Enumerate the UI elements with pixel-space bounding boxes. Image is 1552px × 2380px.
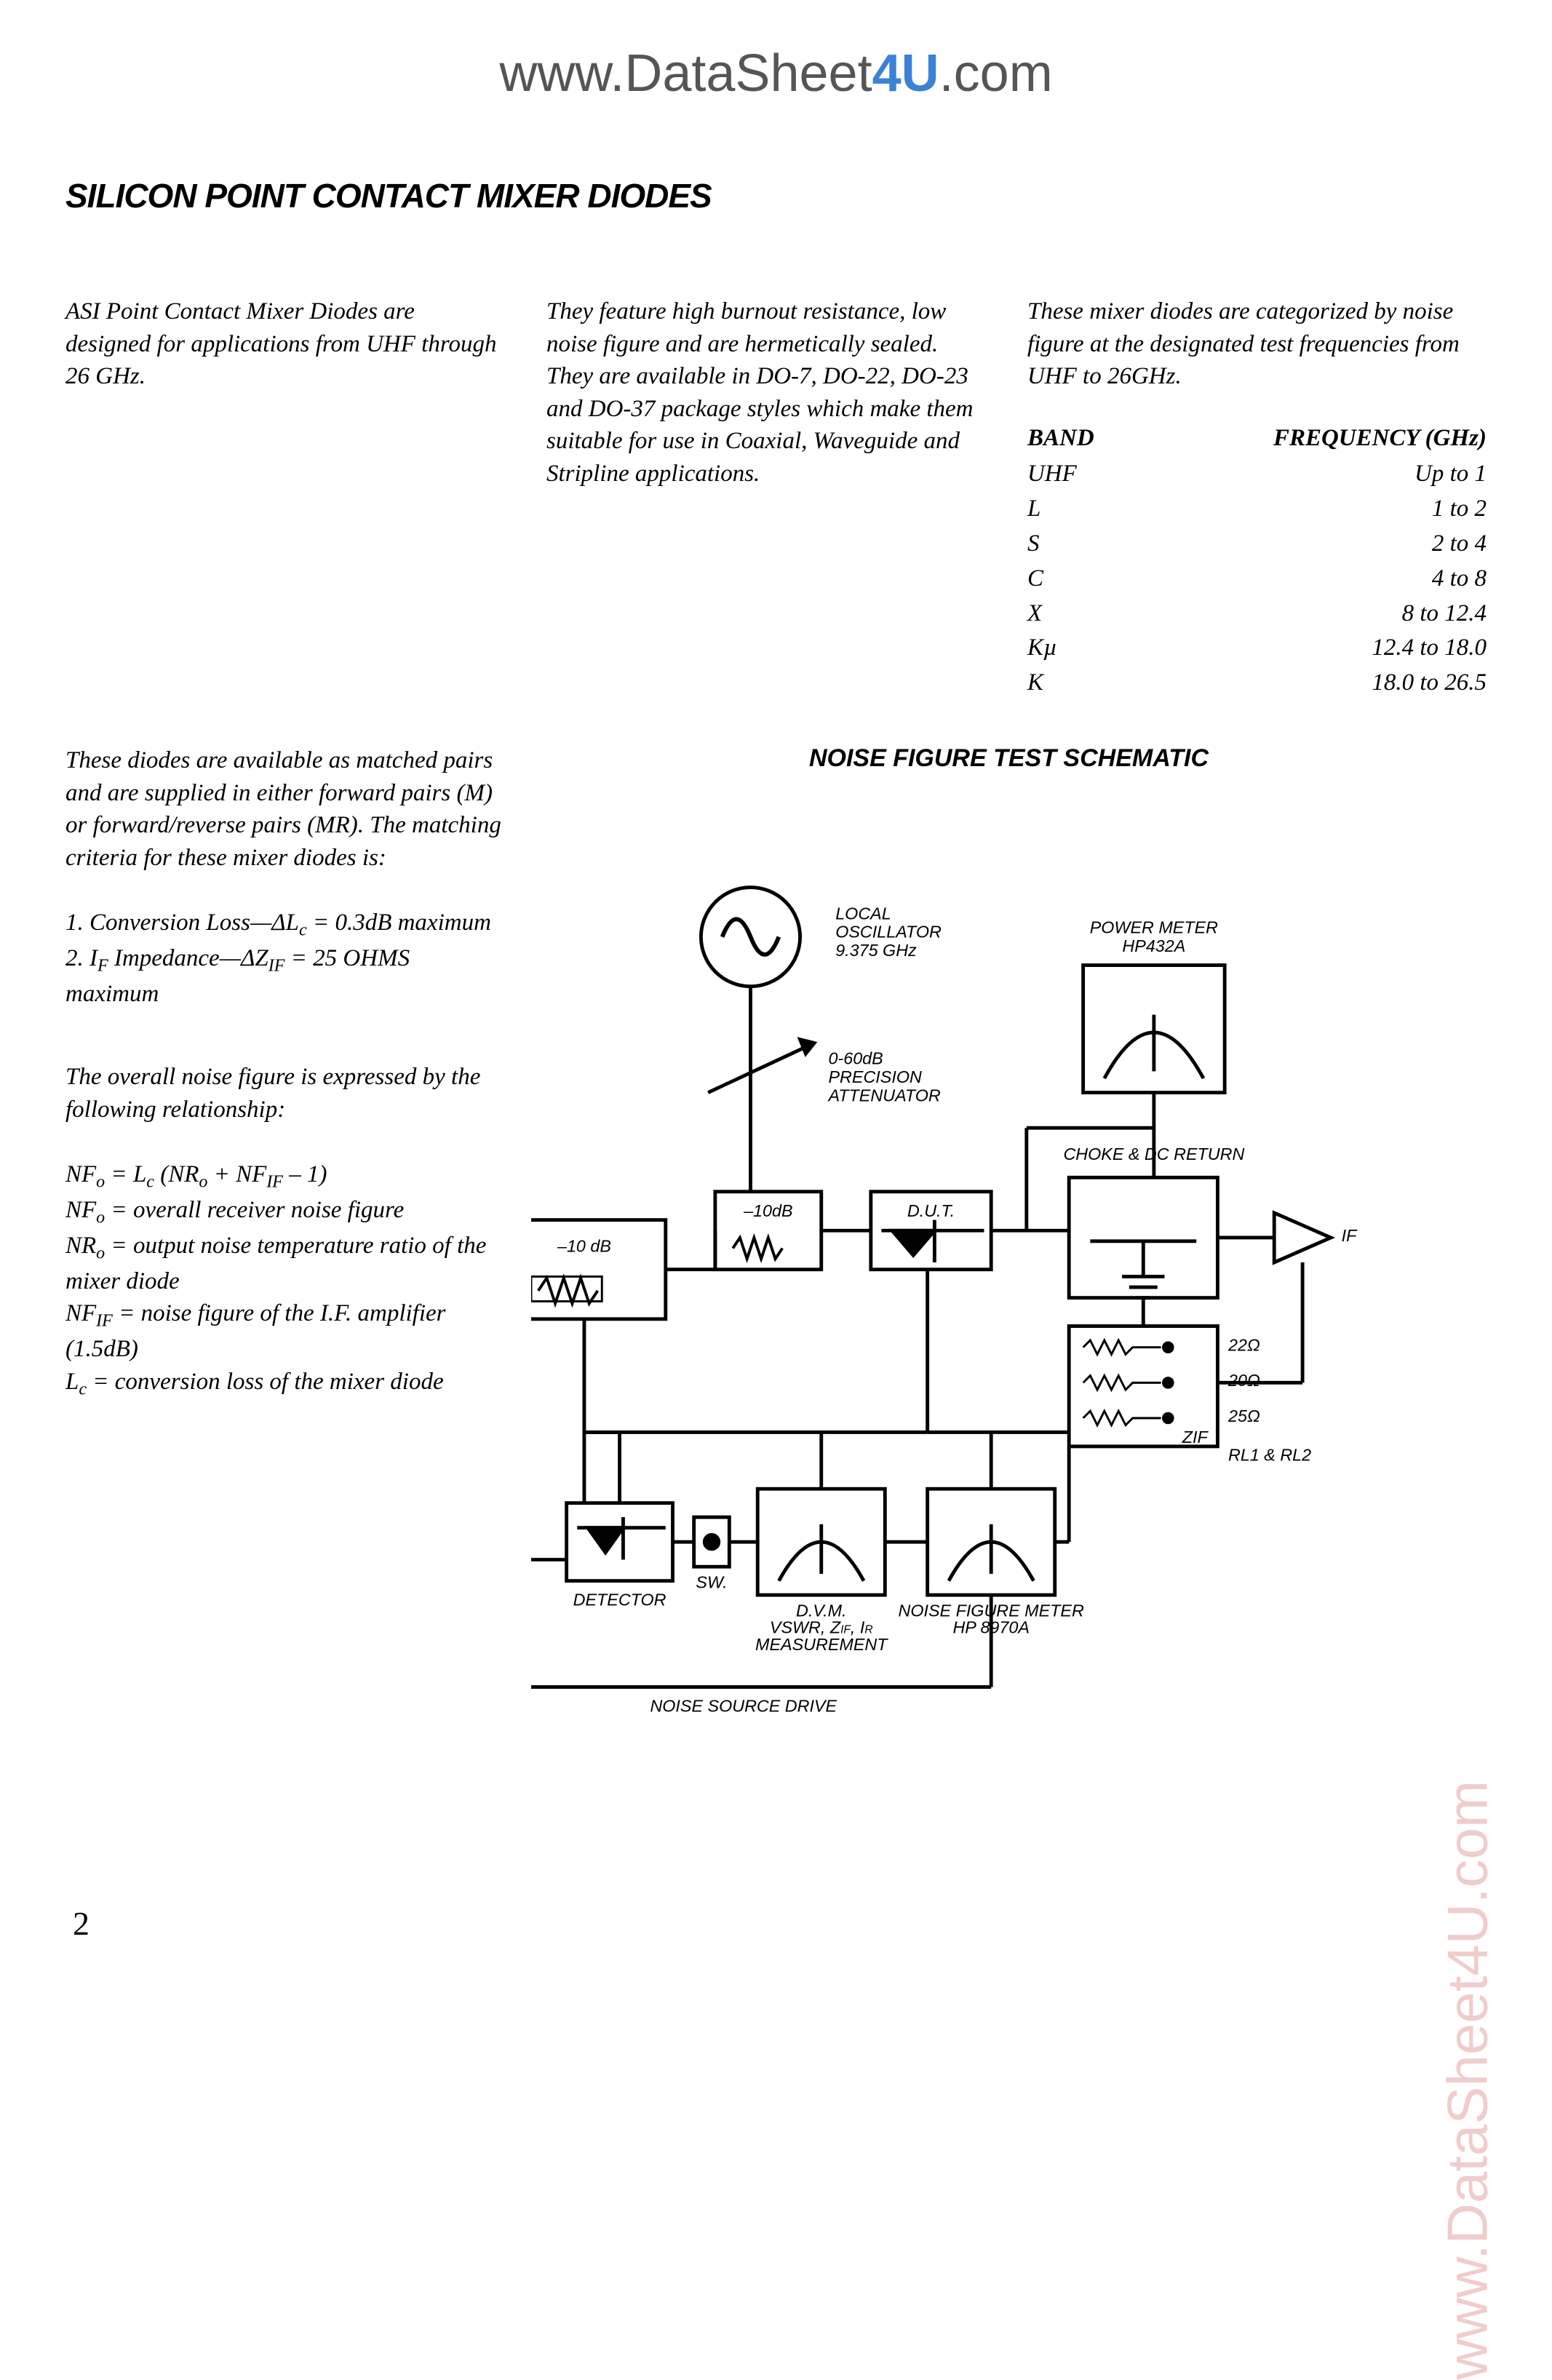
label-attenuator: 0-60dBPRECISIONATTENUATOR — [827, 1049, 940, 1105]
lower-section: These diodes are available as matched pa… — [65, 744, 1487, 1890]
nf-line1: NFo = overall receiver noise figure — [65, 1194, 502, 1230]
intro-col-1: ASI Point Contact Mixer Diodes are desig… — [65, 295, 503, 701]
nf-formula: NFo = Lc (NRo + NFIF – 1) — [65, 1158, 502, 1194]
band-row: Kµ — [1027, 631, 1094, 666]
url-highlight: 4U — [872, 44, 939, 103]
schematic-container: NOISE FIGURE TEST SCHEMATIC LOCALOSCILLA… — [531, 744, 1487, 1890]
label-rl: RL1 & RL2 — [1228, 1445, 1311, 1464]
band-col-names: BAND UHF L S C X Kµ K — [1027, 422, 1094, 701]
intro-col-2: They feature high burnout resistance, lo… — [546, 295, 984, 701]
left-text: These diodes are available as matched pa… — [65, 744, 502, 1890]
band-row: 1 to 2 — [1273, 492, 1487, 527]
band-row: 18.0 to 26.5 — [1273, 666, 1487, 701]
label-dut: D.U.T. — [907, 1201, 955, 1220]
band-table: BAND UHF L S C X Kµ K FREQUENCY (GHz) Up… — [1027, 422, 1487, 701]
page-title: SILICON POINT CONTACT MIXER DIODES — [65, 176, 1487, 215]
band-row: S — [1027, 527, 1094, 562]
label-r22: 22Ω — [1227, 1336, 1260, 1355]
label-local-osc: LOCALOSCILLATOR9.375 GHz — [835, 904, 942, 960]
band-row: 12.4 to 18.0 — [1273, 631, 1487, 666]
label-10db-1: –10dB — [743, 1201, 792, 1220]
band-row: K — [1027, 666, 1094, 701]
band-row: 4 to 8 — [1273, 562, 1487, 597]
intro-col-3-text: These mixer diodes are categorized by no… — [1027, 295, 1487, 393]
url-prefix: www.DataSheet — [499, 44, 872, 103]
label-dvm: D.V.M.VSWR, ZIF, IRMEASUREMENT — [755, 1601, 888, 1654]
band-row: L — [1027, 492, 1094, 527]
band-row: UHF — [1027, 457, 1094, 492]
label-power-meter: POWER METERHP432A — [1090, 918, 1218, 955]
nf-intro: The overall noise figure is expressed by… — [65, 1061, 502, 1126]
matched-pairs-block: These diodes are available as matched pa… — [65, 744, 502, 1010]
band-row: Up to 1 — [1273, 457, 1487, 492]
label-zif: ZIF — [1182, 1428, 1209, 1446]
noise-figure-block: The overall noise figure is expressed by… — [65, 1061, 502, 1401]
band-col-freq: FREQUENCY (GHz) Up to 1 1 to 2 2 to 4 4 … — [1273, 422, 1487, 701]
label-if: IF — [1342, 1226, 1358, 1245]
header-url: www.DataSheet4U.com — [65, 44, 1487, 103]
label-r25: 25Ω — [1227, 1406, 1260, 1425]
label-noise-drive: NOISE SOURCE DRIVE — [650, 1697, 837, 1716]
label-10db-2: –10 dB — [557, 1237, 611, 1256]
label-sw: SW. — [696, 1573, 727, 1592]
label-detector: DETECTOR — [573, 1591, 666, 1609]
nf-line2: NRo = output noise temperature ratio of … — [65, 1230, 502, 1298]
schematic-svg: LOCALOSCILLATOR9.375 GHz POWER METERHP43… — [531, 795, 1487, 1886]
band-row: C — [1027, 562, 1094, 597]
matched-pairs-intro: These diodes are available as matched pa… — [65, 744, 502, 874]
band-header: BAND — [1027, 422, 1094, 455]
criteria-1: 1. Conversion Loss—ΔLc = 0.3dB maximum — [65, 907, 502, 942]
band-row: 8 to 12.4 — [1273, 597, 1487, 632]
intro-columns: ASI Point Contact Mixer Diodes are desig… — [65, 295, 1487, 701]
url-suffix: .com — [939, 44, 1053, 103]
nf-line4: Lc = conversion loss of the mixer diode — [65, 1366, 502, 1401]
schematic-title: NOISE FIGURE TEST SCHEMATIC — [531, 744, 1487, 773]
band-row: X — [1027, 597, 1094, 632]
freq-header: FREQUENCY (GHz) — [1273, 422, 1487, 455]
page-number: 2 — [73, 1904, 89, 1943]
label-r20: 20Ω — [1227, 1371, 1260, 1390]
intro-col-3: These mixer diodes are categorized by no… — [1027, 295, 1487, 701]
nf-line3: NFIF = noise figure of the I.F. amplifie… — [65, 1297, 502, 1366]
band-row: 2 to 4 — [1273, 527, 1487, 562]
criteria-2: 2. IF Impedance—ΔZIF = 25 OHMS maximum — [65, 942, 502, 1011]
